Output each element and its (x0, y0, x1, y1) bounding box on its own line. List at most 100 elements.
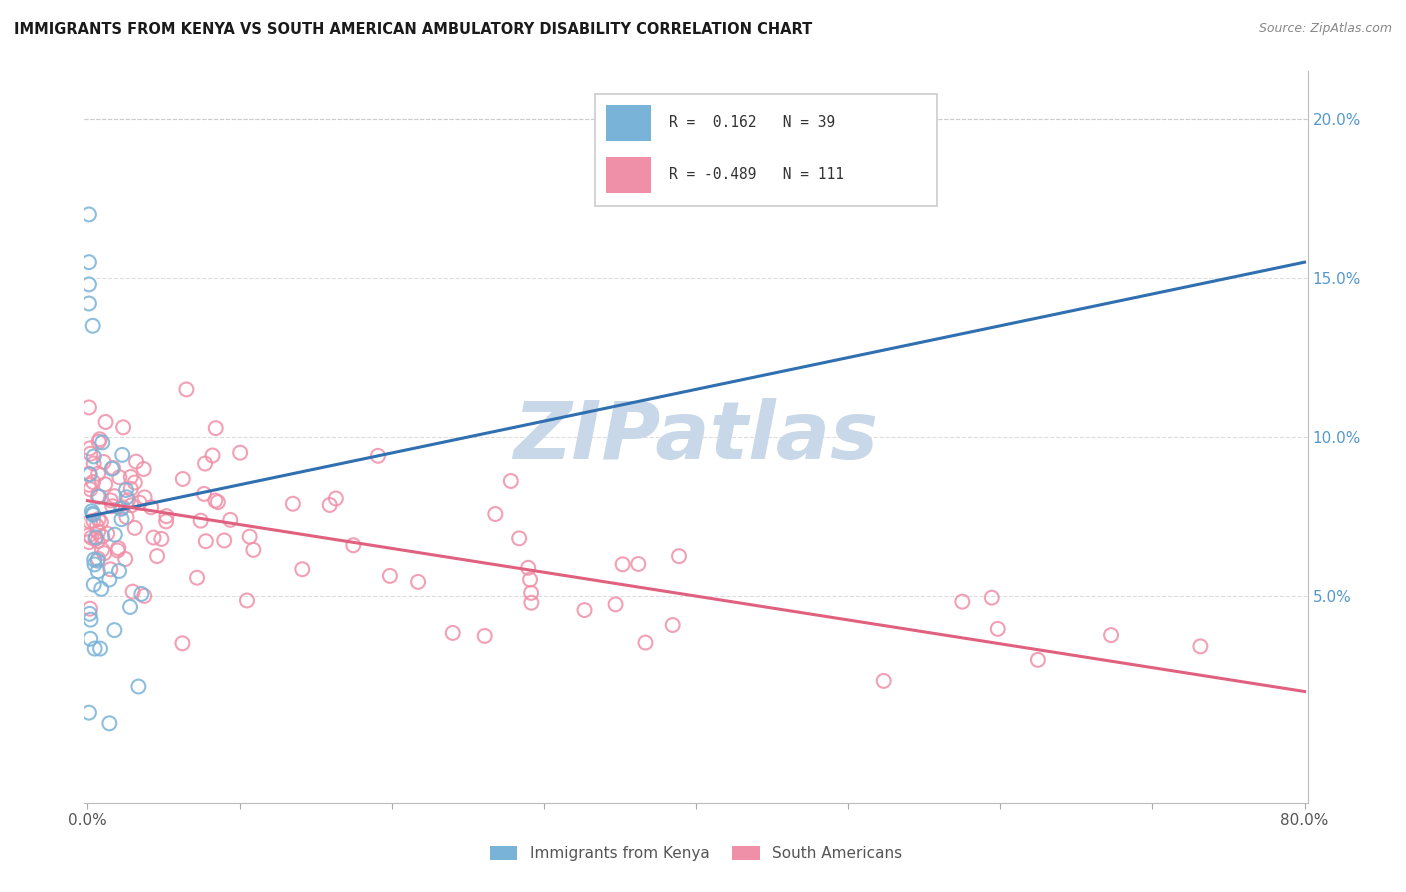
Point (186, 571, 208, 585)
Point (1026, 653, 1049, 667)
Point (77, 528, 100, 542)
Point (87, 534, 110, 549)
Point (142, 531, 165, 545)
Point (124, 521, 146, 535)
Point (87, 434, 110, 449)
Point (108, 564, 131, 578)
Point (127, 680, 149, 694)
Point (873, 673, 896, 688)
Point (342, 538, 364, 552)
Text: Source: ZipAtlas.com: Source: ZipAtlas.com (1258, 22, 1392, 36)
Point (96, 526, 118, 541)
Point (519, 573, 541, 587)
Point (91, 529, 114, 543)
Point (190, 514, 212, 528)
Point (281, 497, 304, 511)
Point (79, 482, 101, 496)
Point (987, 622, 1010, 636)
Point (229, 445, 252, 459)
Point (520, 596, 543, 610)
Point (84, 532, 107, 546)
Point (79, 467, 101, 482)
Point (115, 490, 138, 504)
Point (124, 475, 146, 490)
Point (242, 542, 264, 557)
Point (87, 551, 110, 566)
Point (94, 477, 117, 491)
Point (117, 493, 139, 508)
Point (508, 532, 530, 546)
Point (204, 493, 226, 508)
Point (82, 508, 104, 522)
Point (627, 557, 650, 571)
Point (107, 543, 129, 558)
Point (441, 626, 464, 640)
Point (146, 549, 169, 563)
Point (950, 595, 973, 609)
Point (114, 552, 136, 566)
Point (77, 706, 100, 720)
Point (84, 530, 107, 544)
Point (1189, 640, 1212, 654)
Text: ZIPatlas: ZIPatlas (513, 398, 879, 476)
Point (319, 498, 342, 512)
Point (100, 562, 122, 576)
Point (77, 401, 100, 415)
Point (980, 591, 1002, 605)
Point (612, 558, 634, 572)
Point (89, 641, 111, 656)
Point (82, 507, 104, 521)
Point (111, 448, 134, 462)
Point (204, 421, 226, 435)
Point (93, 546, 115, 560)
Point (194, 534, 217, 549)
Point (207, 495, 229, 509)
Point (121, 498, 143, 512)
Point (94, 415, 117, 429)
Point (79, 447, 101, 461)
Point (219, 513, 242, 527)
Point (499, 474, 522, 488)
Point (112, 420, 135, 434)
Point (87, 489, 110, 503)
Point (82, 514, 104, 528)
Point (83, 552, 105, 566)
Point (134, 589, 156, 603)
Point (91, 435, 114, 450)
Point (83, 558, 105, 572)
Point (83, 450, 105, 464)
Point (131, 587, 153, 601)
Point (193, 487, 215, 501)
Point (100, 493, 122, 508)
Point (605, 598, 627, 612)
Point (520, 586, 543, 600)
Point (91, 542, 114, 557)
Point (82, 475, 104, 489)
Point (77, 255, 100, 269)
Point (101, 461, 124, 475)
Point (517, 561, 540, 575)
Point (87, 564, 110, 578)
Point (77, 207, 100, 221)
Point (83, 577, 105, 591)
Point (107, 541, 129, 555)
Point (79, 515, 101, 529)
Text: IMMIGRANTS FROM KENYA VS SOUTH AMERICAN AMBULATORY DISABILITY CORRELATION CHART: IMMIGRANTS FROM KENYA VS SOUTH AMERICAN … (14, 22, 813, 37)
Point (77, 535, 100, 549)
Point (86, 519, 108, 533)
Point (103, 623, 125, 637)
Point (239, 530, 262, 544)
Point (101, 499, 124, 513)
Point (172, 636, 194, 650)
Point (128, 496, 150, 510)
Point (668, 549, 690, 563)
Point (139, 500, 162, 515)
Point (212, 533, 235, 548)
Point (236, 593, 259, 607)
Point (82, 318, 104, 333)
Point (406, 574, 429, 589)
Point (1099, 628, 1122, 642)
Point (87, 524, 110, 539)
Point (79, 607, 101, 621)
Point (201, 449, 224, 463)
